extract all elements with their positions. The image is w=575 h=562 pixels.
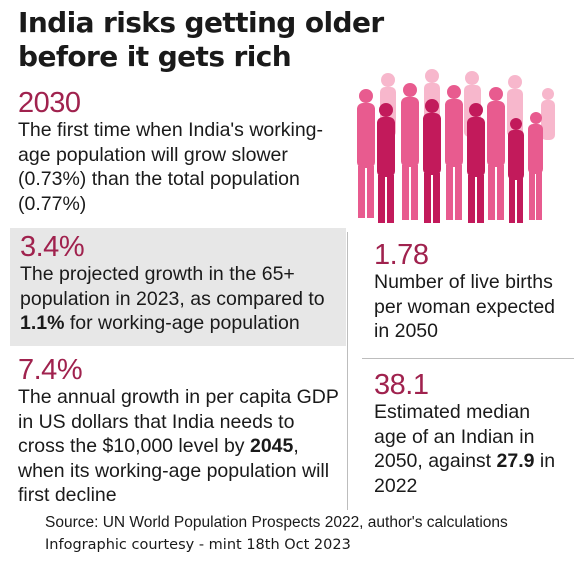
stat-block-median-age: 38.1 Estimated median age of an Indian i… [374,370,564,498]
stat-text-bold: 27.9 [496,450,535,472]
stat-description: The annual growth in per capita GDP in U… [18,385,344,508]
stat-description: The first time when India's working-age … [18,119,324,215]
stat-description: The projected growth in the 65+ populati… [20,262,346,336]
credit-note: Infographic courtesy - mint 18th Oct 202… [45,537,351,553]
stat-value: 2030 [18,87,81,119]
stat-text-part: in 2022 [374,450,556,497]
stat-description: Number of live births per woman expected… [374,271,556,342]
source-note: Source: UN World Population Prospects 20… [45,514,508,531]
stat-text-part: Estimated median age of an Indian in 205… [374,401,535,472]
people-silhouettes [357,69,555,223]
stat-block-fertility: 1.78 Number of live births per woman exp… [374,240,564,344]
stat-text-part: The projected growth in the 65+ populati… [20,263,325,310]
page-title: India risks getting older before it gets… [18,6,384,73]
stat-block-2030: 2030 The first time when India's working… [18,88,338,216]
stat-text-part: The annual growth in per capita GDP in U… [18,386,339,457]
vertical-divider [347,232,348,510]
stat-value: 1.78 [374,239,429,271]
stat-text-part: for working-age population [64,312,300,334]
stat-value: 7.4% [18,354,83,386]
stat-block-65plus-growth: 3.4% The projected growth in the 65+ pop… [10,228,346,346]
stat-block-gdp-growth: 7.4% The annual growth in per capita GDP… [18,355,344,508]
horizontal-divider [362,358,574,359]
stat-description: Estimated median age of an Indian in 205… [374,400,564,498]
crowd-illustration [357,69,555,223]
stat-value: 3.4% [20,231,85,263]
stat-text-bold: 1.1% [20,312,65,334]
stat-value: 38.1 [374,369,429,401]
stat-text-bold: 2045 [249,435,294,457]
stat-text-part: , when its working-age population will f… [18,435,330,506]
